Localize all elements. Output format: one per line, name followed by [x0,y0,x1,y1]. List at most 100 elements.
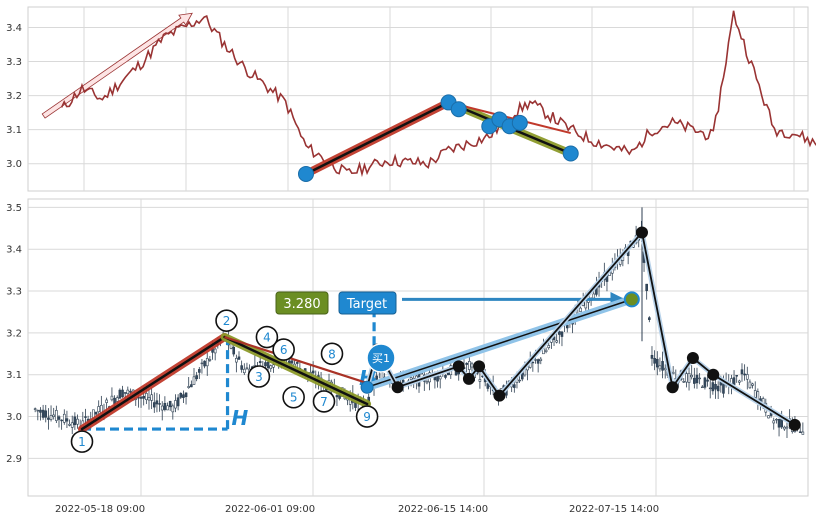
candle-body [518,379,521,382]
candle-body [39,409,42,413]
candle-body [465,362,468,365]
candle-body [235,358,238,363]
target-value-label: 3.280 [283,297,320,312]
candle-body [110,395,114,401]
trend-line-inner [80,335,226,431]
main-y-tick-label: 3.3 [6,287,22,298]
zigzag-point [686,351,699,364]
candle-body [245,367,249,370]
wave-label-9: 9 [363,410,371,424]
candle-body [743,373,746,376]
wave-circle-6 [272,338,295,361]
candle-body [745,374,749,380]
candle-body [658,365,662,370]
candle-body [197,369,201,373]
candle-body [592,293,596,299]
candle-body [179,392,183,398]
candle-body [700,386,704,389]
candle-body [486,383,490,389]
candle-body [785,426,789,429]
candle-body [33,408,37,410]
trend-line-inner [366,298,633,388]
candle-body [801,431,805,435]
candle-body [690,374,693,378]
main-panel: 2.93.03.13.23.33.43.5 2022-05-18 09:00 20… [6,198,809,515]
overview-marker [562,145,579,162]
candle-body [182,394,185,398]
candlesticks [33,207,805,439]
overview-highlight-inner [304,101,450,176]
candle-body [544,349,548,353]
candle-body [237,356,241,360]
candle-body [264,362,267,367]
zigzag-point [462,372,475,385]
zigzag-line [360,226,801,431]
candle-body [693,377,696,384]
candle-body [121,389,124,398]
candle-body [655,358,659,368]
candle-body [145,393,148,401]
main-grid [28,199,808,496]
candle-body [203,360,206,367]
candle-body [192,376,196,385]
target-value-box [275,291,329,315]
candle-body [68,423,71,426]
overview-y-tick-label: 3.4 [6,23,22,34]
overview-grid [28,7,808,191]
candle-body [753,390,757,398]
candle-body [555,340,558,343]
candle-body [425,381,429,384]
main-y-tick-label: 2.9 [6,454,22,465]
target-annotation: 3.280 Target [275,291,397,315]
candle-body [142,395,146,399]
candle-body [36,409,40,412]
candle-body [55,410,58,421]
main-y-tick-label: 3.5 [6,203,22,214]
candle-body [682,381,686,383]
zigzag-point [493,389,506,402]
main-x-tick-label: 2022-07-15 14:00 [569,504,659,515]
candle-body [195,375,198,380]
zigzag-point [788,418,801,431]
candle-body [698,377,701,380]
candle-body [714,384,717,390]
candle-body [168,400,172,408]
candle-body [534,359,537,361]
target-point [623,291,640,308]
zigzag-point [636,226,648,239]
candle-body [478,379,482,382]
candle-body [171,405,175,413]
candle-body [722,383,725,394]
candle-body [648,317,651,320]
candle-body [539,358,543,361]
candle-body [123,392,127,394]
wave-circle-9 [355,405,379,428]
candle-body [266,361,270,369]
measure-h-label: H [232,406,249,430]
candle-body [52,414,55,417]
candle-body [671,371,675,374]
wave-label-8: 8 [328,347,336,361]
zigzag-path [366,231,796,426]
candle-body [147,397,151,401]
wave-labels: 1 2 3 4 5 6 7 8 9 买1 [70,309,396,453]
candle-body [129,390,132,393]
candle-body [65,418,69,422]
wave-label-5: 5 [290,391,298,405]
candle-body [126,389,130,395]
candle-body [783,426,786,430]
candle-body [738,380,741,383]
main-frame [27,198,809,497]
candle-body [751,383,754,386]
main-y-tick-label: 3.2 [6,328,22,339]
zigzag-point [391,381,404,394]
zigzag-point [707,368,720,381]
candle-body [409,377,413,380]
wave-circle-1 [70,430,94,453]
overview-y-tick-label: 3.0 [6,159,22,170]
main-x-axis: 2022-05-18 09:00 2022-06-01 09:00 2022-06-… [55,504,659,515]
target-box [338,291,397,315]
wave-label-1: 1 [78,435,86,449]
overview-y-tick-label: 3.3 [6,57,22,68]
candle-body [740,369,744,375]
